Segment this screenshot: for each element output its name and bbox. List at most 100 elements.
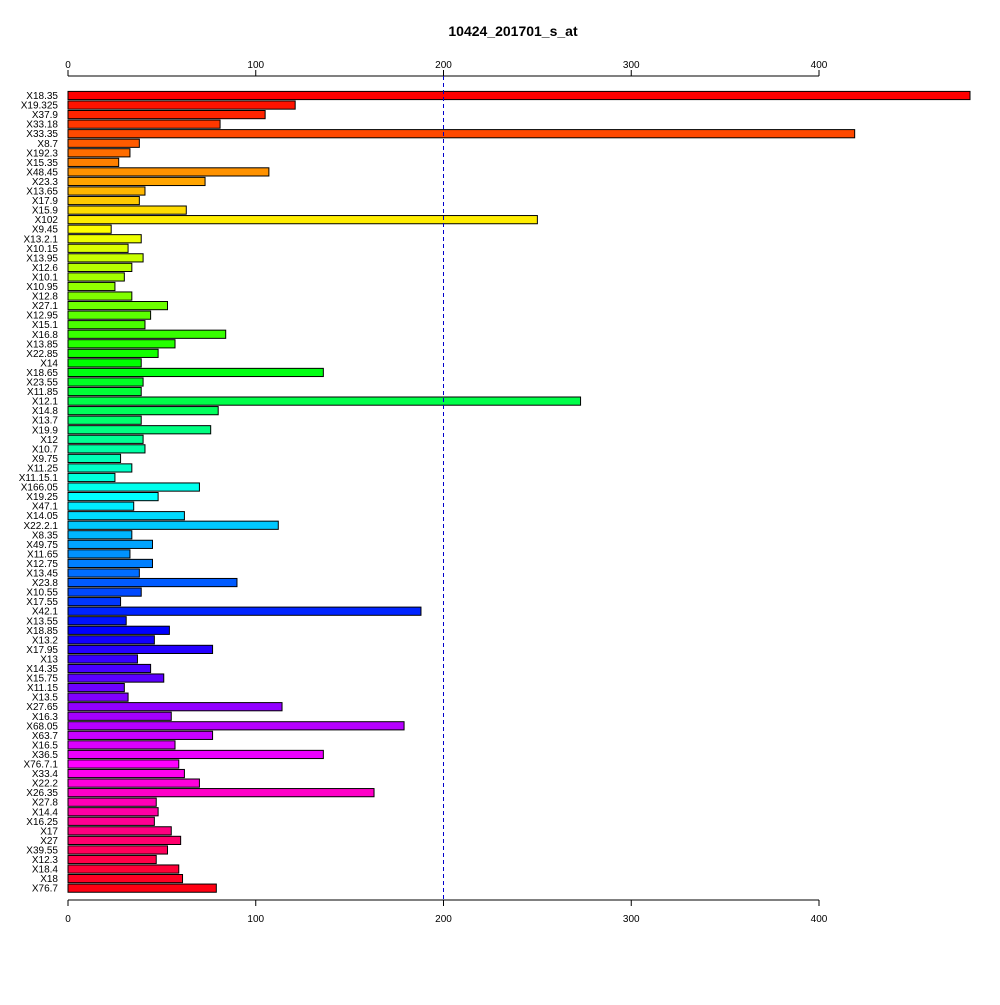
category-label: X22.2 xyxy=(32,779,59,790)
category-label: X12 xyxy=(40,435,58,446)
category-label: X23.55 xyxy=(26,378,58,389)
bar-X33.35 xyxy=(67,129,856,139)
bar-X27 xyxy=(67,835,182,845)
category-label: X27.1 xyxy=(32,301,59,312)
bar-X16.3 xyxy=(67,711,172,721)
category-label: X15.35 xyxy=(26,158,58,169)
category-label: X26.35 xyxy=(26,788,58,799)
bar-X12.1 xyxy=(67,396,582,406)
category-label: X76.7 xyxy=(32,884,59,895)
category-label: X36.5 xyxy=(32,750,59,761)
category-label: X16.25 xyxy=(26,817,58,828)
bar-X11.15.1 xyxy=(67,472,116,483)
category-label: X49.75 xyxy=(26,540,58,551)
category-label: X18.4 xyxy=(32,865,59,876)
category-label: X11.65 xyxy=(27,549,58,560)
bar-X48.45 xyxy=(67,167,270,177)
bar-X76.7 xyxy=(67,883,217,893)
bar-X18.85 xyxy=(67,625,170,635)
bar-X37.9 xyxy=(67,110,266,120)
bar-X17.9 xyxy=(67,195,140,206)
bar-X192.3 xyxy=(67,148,131,158)
bar-X11.65 xyxy=(67,549,131,559)
bar-X18.35 xyxy=(67,90,971,101)
tick-label: 400 xyxy=(811,60,828,71)
bar-X36.5 xyxy=(67,749,324,760)
bar-X14.4 xyxy=(67,807,159,817)
category-label: X17 xyxy=(40,826,58,837)
bar-X14.8 xyxy=(67,406,219,416)
bar-X8.35 xyxy=(67,530,133,540)
bar-X23.8 xyxy=(67,577,238,588)
tick-label: 200 xyxy=(435,914,452,925)
category-label: X33.18 xyxy=(26,120,58,131)
category-label: X15.1 xyxy=(32,320,59,331)
category-label: X17.9 xyxy=(32,196,59,207)
category-label: X13.45 xyxy=(26,569,58,580)
category-label: X13.95 xyxy=(26,253,58,264)
category-label: X14.8 xyxy=(32,406,59,417)
bar-X13.65 xyxy=(67,186,146,196)
bar-X13.95 xyxy=(67,253,144,263)
bar-X22.2 xyxy=(67,778,200,788)
tick-label: 0 xyxy=(65,914,71,925)
bar-X17.55 xyxy=(67,597,122,607)
bar-X11.85 xyxy=(67,386,142,397)
bar-X18 xyxy=(67,874,184,884)
bar-X15.9 xyxy=(67,205,187,215)
bar-X13.2.1 xyxy=(67,234,142,244)
bar-X12.95 xyxy=(67,310,152,320)
category-label: X13 xyxy=(40,654,58,665)
category-label: X12.95 xyxy=(26,311,58,322)
bar-X27.1 xyxy=(67,301,169,311)
bar-X10.1 xyxy=(67,272,125,282)
bar-X19.325 xyxy=(67,100,296,110)
bar-X12.8 xyxy=(67,291,133,301)
bar-X14 xyxy=(67,358,142,368)
top-axis: 0 100 200 300 400 xyxy=(65,60,828,77)
category-label: X12.3 xyxy=(32,855,59,866)
bar-X16.5 xyxy=(67,740,176,750)
bar-X10.7 xyxy=(67,444,146,454)
category-label: X10.15 xyxy=(26,244,58,255)
bar-X8.7 xyxy=(67,138,140,148)
category-label: X33.4 xyxy=(32,769,59,780)
category-label: X13.2 xyxy=(32,635,59,646)
category-label: X18.35 xyxy=(26,91,58,102)
category-labels: X18.35X19.325X37.9X33.18X33.35X8.7X192.3… xyxy=(19,91,59,895)
category-label: X18.65 xyxy=(26,368,58,379)
bar-X11.15 xyxy=(67,683,125,693)
bar-X13.7 xyxy=(67,415,142,425)
category-label: X13.7 xyxy=(32,416,59,427)
bars xyxy=(67,90,971,893)
category-label: X23.3 xyxy=(32,177,59,188)
bar-X27.65 xyxy=(67,702,283,712)
category-label: X13.2.1 xyxy=(24,234,59,245)
bar-X23.55 xyxy=(67,377,144,387)
bar-X9.45 xyxy=(67,224,112,234)
bar-X42.1 xyxy=(67,606,422,616)
bar-X23.3 xyxy=(67,176,206,187)
category-label: X18.85 xyxy=(26,626,58,637)
category-label: X10.1 xyxy=(32,272,59,283)
category-label: X10.95 xyxy=(26,282,58,293)
bar-X19.25 xyxy=(67,492,159,502)
tick-label: 100 xyxy=(247,60,264,71)
category-label: X16.8 xyxy=(32,330,59,341)
bar-X13.55 xyxy=(67,616,127,626)
category-label: X8.7 xyxy=(37,139,58,150)
category-label: X13.65 xyxy=(26,187,58,198)
category-label: X12.75 xyxy=(26,559,58,570)
bar-X13.45 xyxy=(67,568,140,578)
bar-X10.55 xyxy=(67,587,142,597)
category-label: X18 xyxy=(40,874,58,885)
bottom-axis: 0 100 200 300 400 xyxy=(65,899,828,925)
category-label: X13.85 xyxy=(26,339,58,350)
category-label: X15.9 xyxy=(32,206,59,217)
bar-X12.6 xyxy=(67,262,133,272)
category-label: X19.325 xyxy=(21,101,59,112)
category-label: X14.05 xyxy=(26,511,58,522)
bar-X22.2.1 xyxy=(67,520,279,530)
category-label: X13.5 xyxy=(32,693,59,704)
